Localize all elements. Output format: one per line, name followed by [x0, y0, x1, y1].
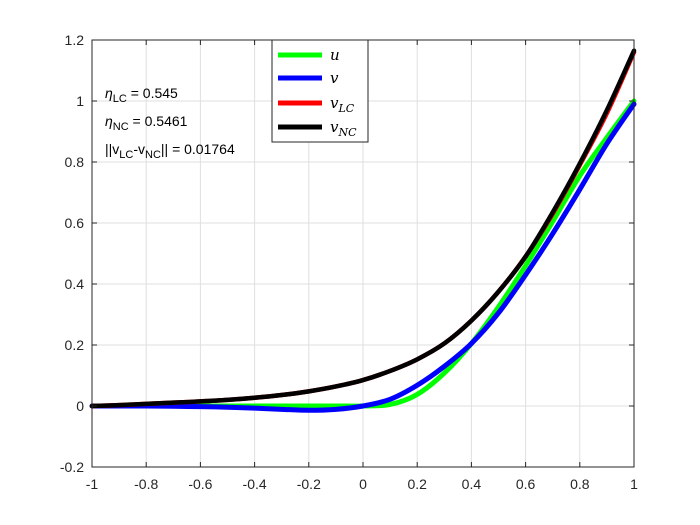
x-tick-label: 0.4	[462, 476, 482, 492]
x-tick-label: -0.4	[243, 476, 267, 492]
x-tick-label: 0.2	[407, 476, 427, 492]
legend-label-v-nc: vNC	[330, 118, 357, 139]
x-tick-label: -0.2	[297, 476, 321, 492]
legend-label-v-lc: vLC	[330, 94, 355, 115]
annotation-norm-sub2: NC	[145, 149, 161, 161]
annotation-eta-nc-symbol: η	[105, 113, 113, 129]
y-tick-label: 0	[76, 398, 84, 414]
annotation-norm-sub1: LC	[119, 149, 133, 161]
y-tick-label: 0.6	[65, 215, 85, 231]
x-tick-label: -1	[86, 476, 99, 492]
annotation-eta-nc-sub: NC	[113, 121, 129, 133]
x-tick-label: 0.6	[516, 476, 536, 492]
annotation-eta-lc-symbol: η	[105, 85, 113, 101]
annotation-eta-nc: ηNC = 0.5461	[105, 113, 188, 133]
legend-label-v-nc-sub: NC	[337, 126, 357, 139]
x-tick-label: 0.8	[570, 476, 590, 492]
legend-label-u-base: u	[330, 46, 340, 64]
legend-label-u: u	[330, 46, 340, 64]
annotation-eta-nc-value: = 0.5461	[129, 113, 188, 129]
y-tick-label: 1	[76, 93, 84, 109]
x-tick-labels: -1 -0.8 -0.6 -0.4 -0.2 0 0.2 0.4 0.6 0.8 1	[86, 476, 638, 492]
legend-label-v-nc-base: v	[330, 118, 339, 136]
legend-label-v-lc-base: v	[330, 94, 339, 112]
ticks	[91, 39, 635, 468]
y-tick-label: 0.8	[65, 154, 85, 170]
series-group	[89, 48, 637, 413]
series-line-v-nc	[89, 48, 637, 409]
x-tick-label: 0	[359, 476, 367, 492]
y-tick-label: 1.2	[65, 32, 85, 48]
y-tick-label: -0.2	[60, 459, 84, 475]
legend: u v vLC vNC	[271, 39, 369, 143]
series-line-v	[89, 101, 637, 413]
legend-label-v: v	[330, 69, 339, 87]
x-tick-label: 1	[630, 476, 638, 492]
x-tick-label: -0.8	[134, 476, 158, 492]
y-tick-label: 0.2	[65, 337, 85, 353]
y-tick-labels: -0.2 0 0.2 0.4 0.6 0.8 1 1.2	[60, 32, 84, 475]
annotation-eta-lc-sub: LC	[113, 93, 127, 105]
annotation-eta-lc-value: = 0.545	[127, 85, 178, 101]
x-tick-label: -0.6	[188, 476, 212, 492]
y-tick-label: 0.4	[65, 276, 85, 292]
annotation-norm-post: || = 0.01764	[161, 141, 235, 157]
annotation-norm: ||vLC-vNC|| = 0.01764	[105, 141, 235, 161]
legend-label-v-lc-sub: LC	[337, 102, 354, 115]
annotation-norm-mid: -v	[133, 141, 145, 157]
annotation-norm-pre: ||v	[105, 141, 119, 157]
annotations: ηLC = 0.545 ηNC = 0.5461 ||vLC-vNC|| = 0…	[105, 85, 235, 161]
legend-label-v-base: v	[330, 69, 339, 87]
annotation-eta-lc: ηLC = 0.545	[105, 85, 178, 105]
